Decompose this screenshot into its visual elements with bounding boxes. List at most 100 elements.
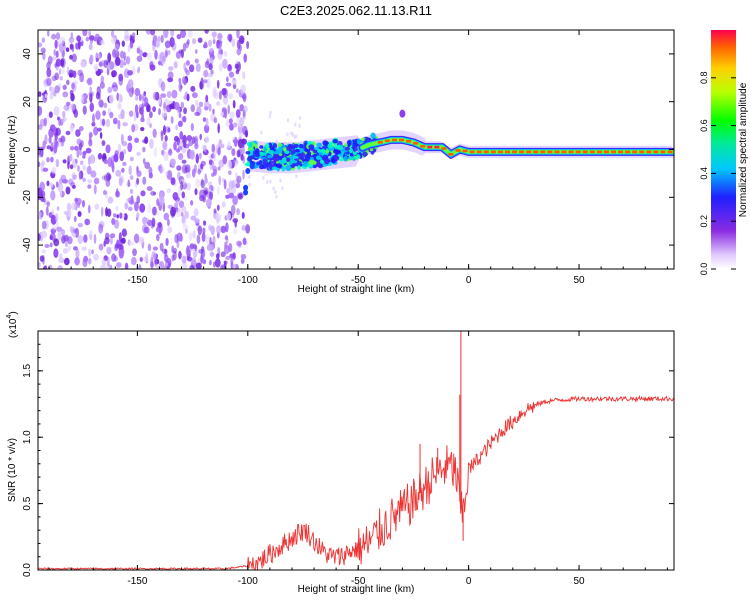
noise-dot (65, 101, 71, 106)
noise-dot (71, 53, 77, 63)
noise-dot (203, 69, 209, 78)
x-tick-label: -50 (351, 275, 366, 286)
noise-dot (46, 114, 50, 123)
noise-dot (38, 145, 41, 156)
noise-dot (188, 231, 193, 242)
carrier-core (469, 150, 475, 154)
noise-dot (78, 125, 84, 132)
noise-dot (72, 231, 76, 238)
noise-dot (129, 156, 134, 162)
noise-dot (51, 209, 55, 215)
noise-dot (236, 30, 240, 39)
carrier-core (596, 150, 602, 154)
signal-blob (320, 148, 326, 154)
noise-dot (228, 71, 235, 78)
signal-blob (352, 151, 357, 155)
snr-y-scale-close: ) (8, 311, 19, 314)
signal-blob (248, 146, 253, 151)
noise-dot (93, 184, 97, 195)
noise-dot (218, 47, 223, 55)
colorbar-label: Normalized spectral amplitude (738, 82, 749, 217)
carrier-core (519, 150, 525, 154)
noise-dot (54, 39, 58, 49)
noise-dot (91, 121, 96, 127)
noise-dot (97, 152, 103, 160)
noise-dot (134, 137, 139, 144)
noise-dot (205, 198, 212, 208)
noise-dot (44, 243, 50, 248)
signal-blob (370, 132, 376, 139)
noise-dot (98, 61, 103, 67)
noise-dot (228, 63, 232, 71)
signal-blob (318, 152, 323, 156)
noise-dot (202, 117, 207, 122)
noise-dot (71, 184, 76, 189)
noise-dot (41, 249, 47, 254)
signal-blob (266, 154, 273, 159)
noise-dot (124, 262, 129, 269)
noise-dot (181, 215, 186, 224)
noise-dot (80, 60, 86, 68)
noise-dot (208, 103, 212, 112)
noise-dot (88, 248, 92, 257)
noise-dot (49, 182, 54, 188)
noise-dot (60, 59, 65, 65)
noise-dot (137, 68, 140, 74)
x-tick-label: -100 (238, 576, 258, 587)
signal-blob (344, 146, 351, 151)
signal-blob (339, 157, 345, 162)
noise-dot (227, 170, 232, 176)
snr-series-line (38, 394, 674, 570)
noise-dot (238, 122, 242, 128)
carrier-core (413, 141, 419, 145)
noise-dot (227, 33, 233, 42)
noise-dot (281, 186, 284, 191)
noise-dot (242, 169, 245, 180)
noise-dot (178, 77, 182, 83)
noise-dot (171, 245, 175, 254)
noise-dot (222, 95, 229, 105)
spectrogram-y-ticks: -40 -20 0 20 40 (22, 48, 674, 252)
noise-dot (54, 249, 59, 256)
noise-dot (156, 211, 160, 217)
noise-dot (77, 69, 83, 77)
noise-dot (87, 204, 91, 214)
noise-dot (107, 173, 112, 181)
noise-dot (46, 67, 52, 78)
noise-dot (233, 228, 238, 235)
noise-dot (236, 149, 241, 158)
noise-dot (212, 108, 215, 115)
noise-dot (157, 98, 162, 104)
noise-dot (232, 218, 239, 223)
noise-dot (139, 257, 143, 262)
noise-dot (279, 178, 282, 183)
noise-dot (167, 226, 173, 234)
noise-dot (262, 175, 265, 180)
noise-dot (79, 149, 82, 156)
noise-dot (169, 103, 176, 110)
noise-dot (136, 212, 140, 219)
noise-dot (59, 76, 63, 81)
noise-dot (166, 170, 173, 180)
noise-dot (147, 203, 152, 214)
noise-dot (235, 88, 239, 93)
signal-blob (343, 155, 348, 162)
noise-dot (232, 99, 236, 109)
noise-dot (55, 181, 59, 188)
noise-dot (152, 91, 158, 101)
signal-blob (245, 168, 251, 175)
noise-dot (100, 75, 105, 84)
noise-dot (69, 225, 73, 233)
noise-dot (217, 32, 223, 41)
noise-dot (208, 39, 212, 47)
noise-dot (46, 157, 50, 163)
noise-dot (42, 140, 46, 150)
noise-dot (134, 201, 139, 212)
noise-dot (101, 258, 107, 266)
noise-dot (85, 36, 90, 42)
signal-blob (248, 143, 253, 148)
noise-dot (61, 118, 65, 124)
noise-dot (178, 112, 182, 119)
noise-dot (160, 81, 166, 92)
noise-dot (162, 125, 166, 136)
